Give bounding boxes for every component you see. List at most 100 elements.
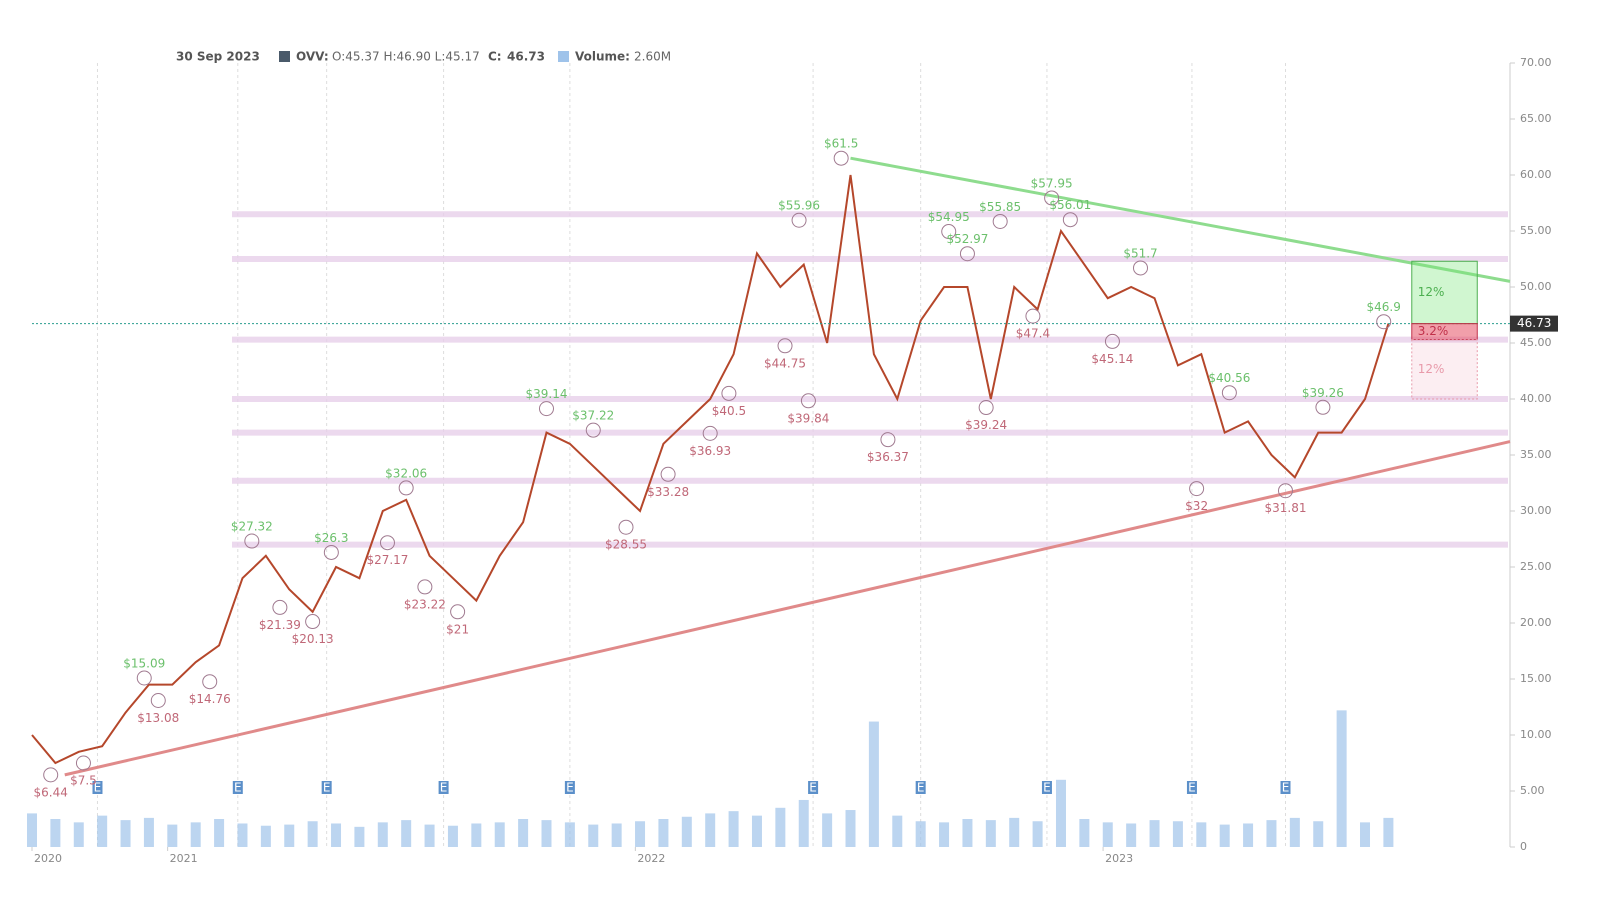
y-tick-label: 70.00 bbox=[1520, 56, 1552, 69]
low-marker bbox=[305, 614, 321, 630]
volume-bar bbox=[1360, 822, 1371, 847]
volume-bar bbox=[658, 819, 669, 847]
volume-bar bbox=[1289, 817, 1300, 847]
volume-bar bbox=[822, 813, 833, 847]
high-label: $55.96 bbox=[778, 199, 820, 213]
volume-bar bbox=[377, 822, 388, 847]
low-marker bbox=[379, 535, 395, 551]
price-marker-label: 46.73 bbox=[1517, 316, 1551, 330]
earnings-marker bbox=[564, 781, 575, 794]
volume-bar bbox=[1055, 779, 1066, 847]
volume-bar bbox=[681, 816, 692, 847]
high-marker bbox=[398, 480, 414, 496]
y-tick-label: 35.00 bbox=[1520, 448, 1552, 461]
low-label: $44.75 bbox=[764, 356, 806, 370]
earnings-label: E bbox=[94, 781, 102, 795]
high-label: $39.26 bbox=[1302, 386, 1344, 400]
ohlc: O:45.37 H:46.90 L:45.17 bbox=[332, 50, 480, 64]
volume-bar bbox=[845, 810, 856, 847]
earnings-label: E bbox=[566, 781, 574, 795]
low-marker bbox=[75, 755, 91, 771]
high-label: $15.09 bbox=[123, 656, 165, 670]
high-marker bbox=[323, 544, 339, 560]
low-marker bbox=[43, 767, 59, 783]
earnings-marker bbox=[1280, 781, 1291, 794]
y-tick-label: 10.00 bbox=[1520, 728, 1552, 741]
legend-swatch bbox=[279, 51, 290, 62]
high-marker bbox=[538, 401, 554, 417]
high-label: $26.3 bbox=[314, 531, 348, 545]
volume-value: 2.60M bbox=[634, 50, 671, 64]
high-label: $56.01 bbox=[1049, 198, 1091, 212]
volume-bar bbox=[143, 817, 154, 847]
low-label: $47.4 bbox=[1016, 327, 1050, 341]
volume-bar bbox=[892, 815, 903, 847]
volume-bar bbox=[705, 813, 716, 847]
low-label: $27.17 bbox=[366, 553, 408, 567]
low-marker bbox=[702, 425, 718, 441]
y-tick-label: 60.00 bbox=[1520, 168, 1552, 181]
symbol: OVV: bbox=[296, 50, 329, 64]
low-label: $20.13 bbox=[292, 632, 334, 646]
low-label: $14.76 bbox=[189, 692, 231, 706]
low-label: $36.37 bbox=[867, 450, 909, 464]
high-label: $39.14 bbox=[525, 387, 567, 401]
high-marker bbox=[1315, 399, 1331, 415]
price-marker bbox=[1510, 315, 1558, 332]
high-label: $55.85 bbox=[979, 200, 1021, 214]
earnings-label: E bbox=[1043, 781, 1051, 795]
earnings-marker bbox=[1186, 781, 1197, 794]
position-label: 12% bbox=[1418, 285, 1445, 299]
earnings-label: E bbox=[323, 781, 331, 795]
low-marker bbox=[1025, 308, 1041, 324]
volume-bar bbox=[1266, 820, 1277, 847]
x-tick-label: 2020 bbox=[34, 852, 62, 865]
y-tick-label: 45.00 bbox=[1520, 336, 1552, 349]
low-marker bbox=[1277, 483, 1293, 499]
high-marker bbox=[1062, 212, 1078, 228]
volume-bar bbox=[798, 799, 809, 847]
y-tick-label: 55.00 bbox=[1520, 224, 1552, 237]
earnings-label: E bbox=[809, 781, 817, 795]
high-label: $51.7 bbox=[1123, 246, 1157, 260]
low-label: $45.14 bbox=[1091, 352, 1133, 366]
low-label: $23.22 bbox=[404, 597, 446, 611]
high-marker bbox=[941, 224, 957, 240]
price-line bbox=[31, 174, 1390, 765]
date: 30 Sep 2023 bbox=[176, 50, 260, 64]
volume-bar bbox=[354, 826, 365, 847]
volume-bar bbox=[27, 813, 37, 847]
low-marker bbox=[202, 674, 218, 690]
volume-bar bbox=[307, 821, 318, 847]
volume-bar bbox=[1243, 823, 1254, 847]
volume-bar bbox=[190, 822, 201, 847]
low-marker bbox=[880, 432, 896, 448]
low-marker bbox=[777, 338, 793, 354]
low-marker bbox=[272, 599, 288, 615]
earnings-label: E bbox=[440, 781, 448, 795]
high-label: $32.06 bbox=[385, 466, 427, 480]
volume-bar bbox=[728, 811, 739, 847]
volume-bar bbox=[1032, 821, 1043, 847]
legend-swatch bbox=[558, 51, 569, 62]
volume-bar bbox=[1149, 820, 1160, 847]
volume-bar bbox=[1196, 822, 1207, 847]
volume-bar bbox=[401, 820, 412, 847]
volume-bar bbox=[985, 820, 996, 847]
y-tick-label: 5.00 bbox=[1520, 784, 1545, 797]
volume-bar bbox=[237, 823, 248, 847]
earnings-marker bbox=[1041, 781, 1052, 794]
high-marker bbox=[136, 670, 152, 686]
volume-bar bbox=[1219, 824, 1230, 847]
volume-bar bbox=[962, 819, 973, 847]
trendline bbox=[850, 156, 1511, 283]
volume-bar bbox=[260, 825, 271, 847]
close-label: C: bbox=[488, 50, 502, 64]
high-label: $52.97 bbox=[946, 232, 988, 246]
volume-bar bbox=[1102, 822, 1113, 847]
volume-bar bbox=[424, 824, 435, 847]
low-marker bbox=[660, 466, 676, 482]
volume-bar bbox=[1009, 817, 1020, 847]
earnings-label: E bbox=[1282, 781, 1290, 795]
low-marker bbox=[150, 693, 166, 709]
